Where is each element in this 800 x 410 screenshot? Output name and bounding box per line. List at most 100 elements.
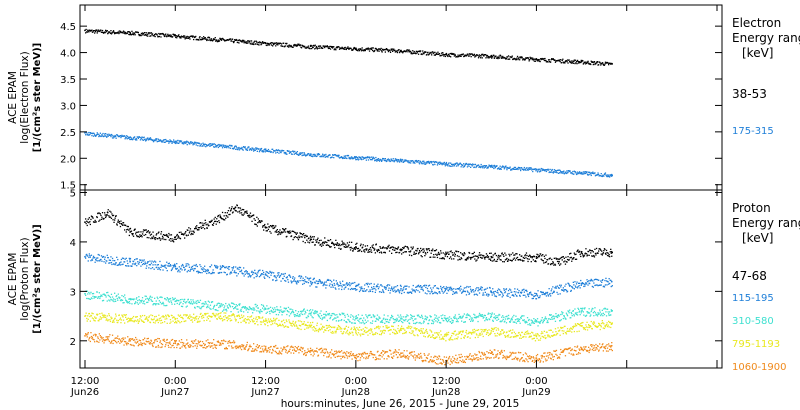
data-point bbox=[218, 40, 221, 42]
data-point bbox=[347, 154, 350, 157]
data-point bbox=[268, 276, 271, 279]
data-point bbox=[90, 260, 92, 262]
data-point bbox=[512, 167, 514, 170]
data-point bbox=[218, 221, 221, 224]
data-point bbox=[518, 320, 520, 322]
data-point bbox=[322, 241, 324, 244]
data-point bbox=[87, 221, 89, 223]
data-point bbox=[412, 320, 414, 322]
data-point bbox=[364, 245, 366, 247]
data-point bbox=[165, 299, 167, 301]
data-point bbox=[170, 141, 173, 143]
data-point bbox=[561, 171, 563, 173]
data-point bbox=[593, 279, 596, 281]
data-point bbox=[380, 284, 382, 286]
data-point bbox=[415, 53, 417, 55]
data-point bbox=[103, 261, 105, 263]
data-point bbox=[422, 290, 424, 292]
data-point bbox=[192, 299, 194, 301]
data-point bbox=[431, 289, 433, 291]
data-point bbox=[109, 300, 111, 302]
data-point bbox=[453, 55, 455, 57]
data-point bbox=[236, 268, 238, 270]
data-point bbox=[237, 148, 239, 151]
data-point bbox=[377, 158, 380, 160]
data-point bbox=[398, 51, 401, 54]
data-point bbox=[333, 313, 335, 315]
data-point bbox=[282, 277, 284, 280]
data-point bbox=[557, 258, 559, 260]
data-point bbox=[179, 271, 181, 273]
data-point bbox=[471, 164, 473, 166]
data-point bbox=[129, 136, 132, 139]
data-point bbox=[512, 316, 514, 318]
data-point bbox=[419, 51, 421, 53]
data-point bbox=[438, 53, 441, 55]
data-point bbox=[183, 35, 185, 37]
data-point bbox=[369, 322, 372, 324]
data-point bbox=[413, 315, 415, 317]
data-point bbox=[329, 283, 331, 285]
data-point bbox=[403, 246, 405, 248]
data-point bbox=[234, 272, 236, 274]
data-point bbox=[344, 46, 346, 49]
data-point bbox=[200, 143, 203, 145]
data-point bbox=[88, 222, 90, 224]
data-point bbox=[99, 219, 101, 221]
data-point bbox=[323, 242, 325, 244]
data-point bbox=[127, 262, 129, 265]
data-point bbox=[391, 288, 393, 290]
data-point bbox=[100, 255, 103, 257]
data-point bbox=[377, 49, 379, 51]
data-point bbox=[536, 321, 538, 323]
data-point bbox=[130, 230, 133, 232]
data-point bbox=[287, 281, 290, 283]
data-point bbox=[91, 216, 94, 218]
data-point bbox=[251, 220, 253, 222]
data-point bbox=[314, 311, 316, 313]
data-point bbox=[323, 283, 325, 285]
data-point bbox=[119, 135, 122, 137]
data-point bbox=[209, 145, 211, 147]
data-point bbox=[529, 168, 531, 170]
data-point bbox=[130, 137, 133, 139]
data-point bbox=[143, 34, 145, 36]
data-point bbox=[536, 294, 538, 296]
data-point bbox=[190, 233, 192, 236]
data-point bbox=[337, 283, 339, 286]
data-point bbox=[497, 57, 500, 59]
data-point bbox=[503, 166, 505, 168]
data-point bbox=[398, 316, 400, 318]
data-point bbox=[572, 281, 574, 283]
data-point bbox=[486, 319, 489, 321]
data-point bbox=[560, 263, 562, 265]
data-point bbox=[602, 253, 604, 255]
y-axis-label: [1/(cm²s ster MeV)] bbox=[32, 43, 43, 152]
data-point bbox=[295, 282, 297, 284]
data-point bbox=[499, 289, 501, 291]
data-point bbox=[240, 40, 242, 42]
data-point bbox=[110, 30, 112, 32]
data-point bbox=[182, 303, 184, 305]
data-point bbox=[528, 258, 530, 260]
data-point bbox=[438, 161, 440, 163]
data-point bbox=[389, 292, 391, 294]
data-point bbox=[162, 237, 164, 239]
data-point bbox=[418, 316, 421, 318]
data-point bbox=[503, 288, 505, 290]
data-point bbox=[442, 287, 444, 289]
data-point bbox=[599, 61, 601, 63]
data-point bbox=[129, 32, 132, 35]
data-point bbox=[477, 256, 480, 258]
data-point bbox=[171, 297, 174, 299]
data-point bbox=[266, 42, 268, 44]
data-point bbox=[519, 56, 521, 58]
data-point bbox=[88, 298, 90, 300]
data-point bbox=[346, 47, 349, 49]
data-point bbox=[106, 133, 108, 136]
data-point bbox=[121, 263, 123, 266]
data-point bbox=[246, 272, 248, 274]
data-point bbox=[435, 292, 438, 294]
data-point bbox=[451, 319, 453, 321]
data-point bbox=[188, 227, 190, 229]
